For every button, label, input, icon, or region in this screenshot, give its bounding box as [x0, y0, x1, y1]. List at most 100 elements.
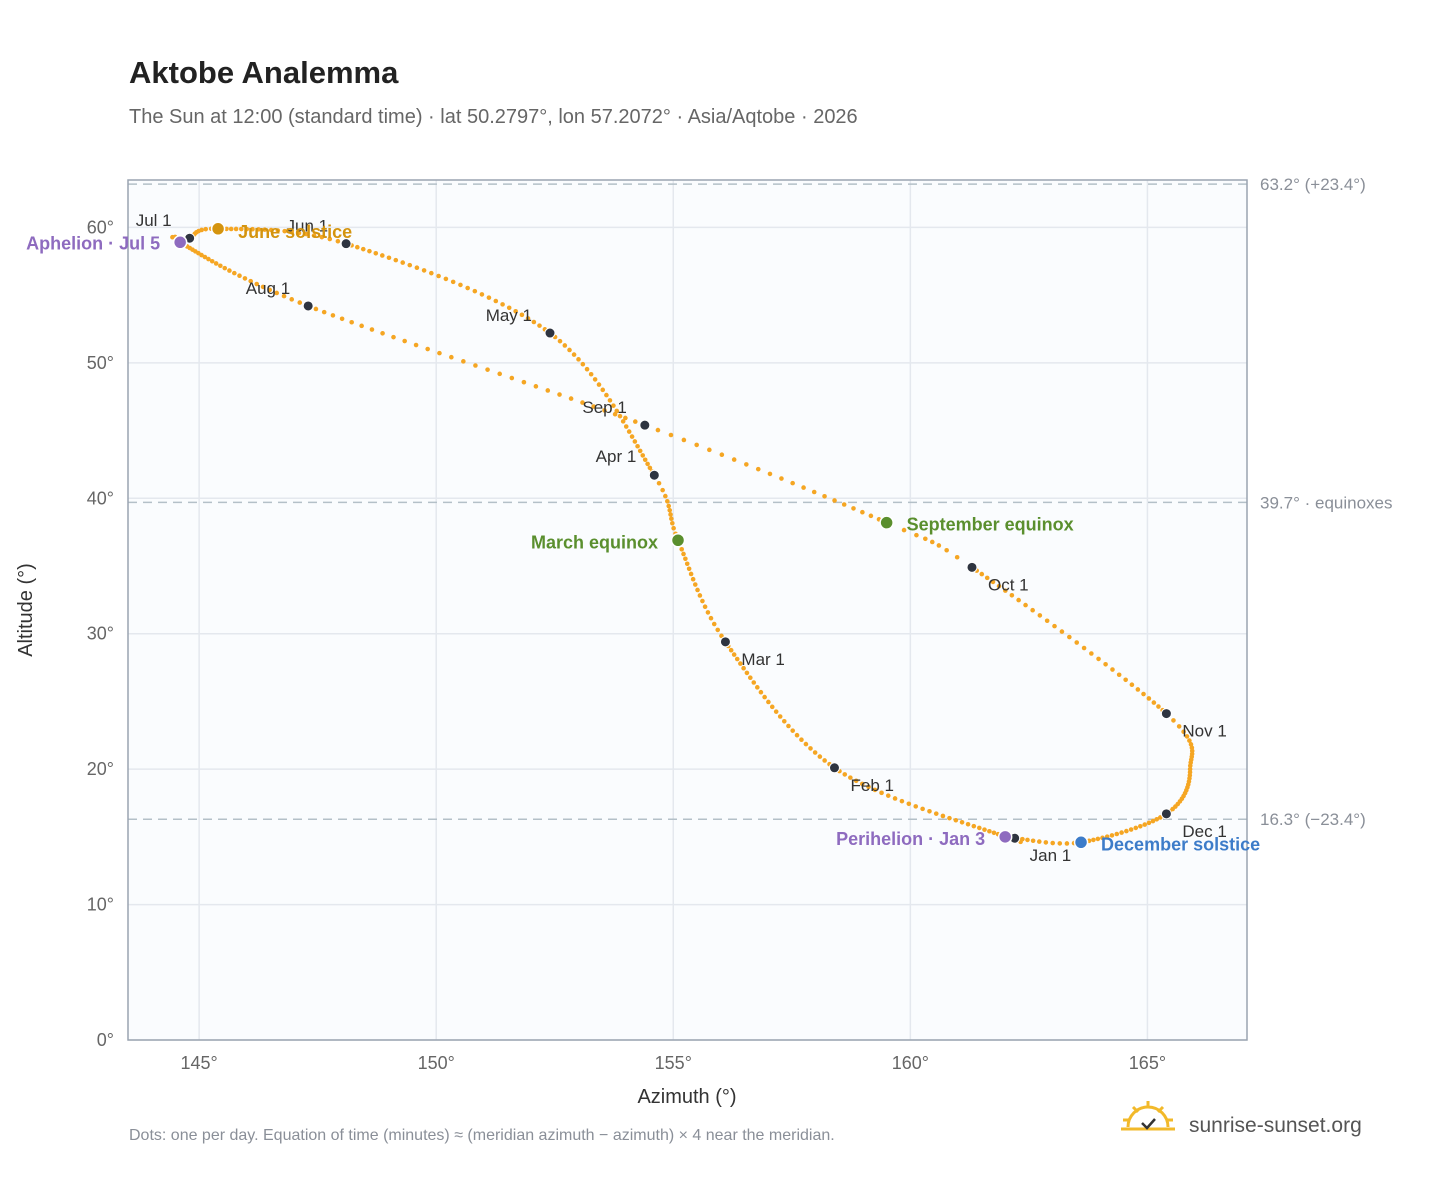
chart-subtitle: The Sun at 12:00 (standard time) · lat 5… [129, 106, 858, 128]
daily-dot [1043, 840, 1049, 845]
daily-dot [1109, 833, 1115, 838]
daily-dot [832, 498, 837, 503]
daily-dot [715, 627, 721, 633]
daily-dot [859, 781, 865, 787]
daily-dot [991, 830, 997, 836]
daily-dot [202, 254, 208, 260]
daily-dot [1100, 835, 1105, 841]
daily-dot [206, 256, 211, 262]
daily-dot [227, 268, 232, 273]
plot-frame [127, 179, 1248, 1041]
daily-dot [841, 502, 847, 507]
daily-dot [262, 227, 267, 232]
daily-dot [751, 680, 757, 685]
x-axis-title: Azimuth (°) [637, 1086, 736, 1108]
daily-dot [982, 827, 987, 832]
daily-dot [380, 253, 385, 258]
daily-dot [209, 258, 215, 264]
month-marker-label: Nov 1 [1182, 722, 1226, 741]
daily-dot [289, 297, 295, 302]
daily-dot [681, 551, 686, 557]
analemma-daily-dots [170, 226, 1195, 846]
daily-dot [1114, 831, 1120, 837]
daily-dot [984, 575, 990, 581]
y-tick-label: 30° [87, 624, 114, 644]
daily-dot [1096, 656, 1101, 662]
daily-dot [275, 228, 281, 233]
daily-dot [500, 302, 505, 307]
daily-dot [170, 234, 175, 240]
x-axis-ticks: 145° 150° 155° 160° 165° [181, 1053, 1167, 1073]
daily-dot [744, 670, 750, 676]
daily-dot [632, 439, 638, 444]
daily-dot [414, 265, 420, 271]
daily-dot [637, 448, 643, 454]
daily-dot [1104, 834, 1110, 839]
daily-dot [1091, 837, 1096, 843]
daily-dot [679, 546, 685, 552]
daily-dot [944, 547, 949, 553]
daily-dot [623, 424, 629, 429]
event-marker-label: June solstice [238, 222, 352, 242]
daily-dot [762, 694, 767, 700]
daily-dot [349, 319, 354, 325]
daily-dot [695, 587, 700, 593]
reference-line-label: 39.7° · equinoxes [1260, 493, 1393, 512]
daily-dot [913, 804, 919, 809]
daily-dot [719, 633, 724, 639]
daily-dot [580, 400, 585, 405]
daily-dot [268, 227, 274, 233]
daily-dot [260, 284, 266, 290]
daily-dot [1181, 729, 1186, 735]
daily-dot [289, 229, 295, 235]
daily-dot [1036, 839, 1042, 844]
daily-dot [790, 728, 796, 733]
month-marker-dot [719, 636, 731, 648]
daily-dot [304, 231, 309, 237]
daily-dot [808, 746, 813, 751]
daily-dot [822, 493, 827, 499]
daily-dot [596, 382, 602, 387]
daily-dot [1119, 830, 1124, 835]
daily-dot [779, 476, 784, 481]
daily-dot [979, 571, 985, 577]
daily-dot [228, 226, 234, 232]
daily-dot [1146, 696, 1152, 701]
month-marker-label: Feb 1 [850, 776, 893, 795]
daily-dot [683, 556, 688, 562]
daily-dot [1171, 718, 1176, 723]
daily-dot [402, 338, 407, 344]
month-marker-label: Dec 1 [1182, 822, 1226, 841]
daily-dot [1150, 818, 1156, 824]
daily-dot [663, 493, 668, 499]
daily-dot [996, 583, 1002, 589]
daily-dot [670, 520, 675, 526]
daily-dot [1020, 836, 1025, 842]
daily-dot [436, 273, 441, 279]
daily-dot [330, 313, 336, 318]
daily-dot [429, 270, 434, 276]
brand-name: sunrise-sunset.org [1189, 1114, 1362, 1137]
daily-dot [1110, 667, 1115, 672]
daily-dot [906, 801, 912, 807]
daily-dot [879, 790, 884, 796]
daily-dot [580, 361, 586, 367]
daily-dot [355, 244, 360, 250]
reference-line-label: 63.2° (+23.4°) [1260, 175, 1366, 194]
daily-dot [1030, 607, 1035, 613]
daily-dot [1089, 651, 1094, 656]
daily-dot [1141, 691, 1146, 697]
daily-dot [1057, 841, 1063, 846]
daily-dot [623, 415, 628, 421]
daily-dot [281, 293, 287, 299]
plot-area [128, 180, 1247, 1040]
daily-dot [769, 704, 775, 710]
daily-dot [642, 457, 648, 463]
daily-dot [629, 434, 635, 439]
daily-dot [666, 503, 672, 509]
daily-dot [744, 462, 749, 467]
x-tick-label: 150° [418, 1053, 455, 1073]
event-marker-label: Perihelion · Jan 3 [836, 829, 985, 849]
daily-dot [669, 516, 674, 522]
daily-dot [1146, 820, 1152, 826]
